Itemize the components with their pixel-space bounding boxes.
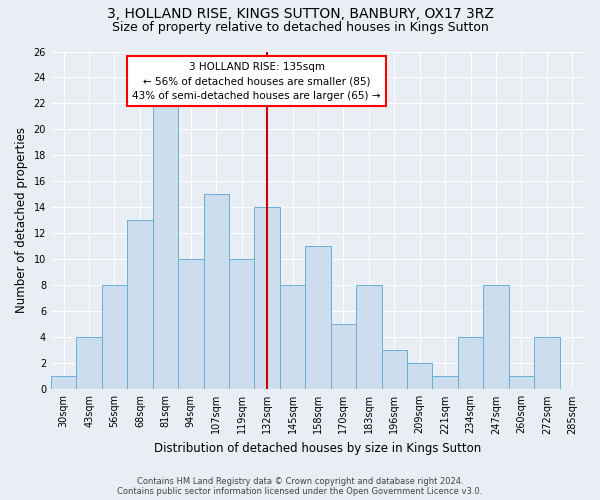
Bar <box>203 194 229 390</box>
Bar <box>356 286 382 390</box>
Bar <box>331 324 356 390</box>
Bar <box>509 376 534 390</box>
Text: Contains HM Land Registry data © Crown copyright and database right 2024.
Contai: Contains HM Land Registry data © Crown c… <box>118 476 482 496</box>
Bar <box>483 286 509 390</box>
Bar <box>382 350 407 390</box>
Y-axis label: Number of detached properties: Number of detached properties <box>15 128 28 314</box>
Bar <box>280 286 305 390</box>
Bar <box>305 246 331 390</box>
Text: Size of property relative to detached houses in Kings Sutton: Size of property relative to detached ho… <box>112 21 488 34</box>
Bar <box>51 376 76 390</box>
Bar <box>254 208 280 390</box>
Text: 3, HOLLAND RISE, KINGS SUTTON, BANBURY, OX17 3RZ: 3, HOLLAND RISE, KINGS SUTTON, BANBURY, … <box>107 8 493 22</box>
Bar <box>458 338 483 390</box>
Bar <box>178 260 203 390</box>
Bar <box>407 364 433 390</box>
Text: 3 HOLLAND RISE: 135sqm
← 56% of detached houses are smaller (85)
43% of semi-det: 3 HOLLAND RISE: 135sqm ← 56% of detached… <box>132 62 381 101</box>
X-axis label: Distribution of detached houses by size in Kings Sutton: Distribution of detached houses by size … <box>154 442 482 455</box>
Bar <box>127 220 152 390</box>
Bar <box>229 260 254 390</box>
Bar <box>152 104 178 390</box>
Bar <box>433 376 458 390</box>
Bar <box>76 338 102 390</box>
Bar <box>102 286 127 390</box>
Bar <box>534 338 560 390</box>
